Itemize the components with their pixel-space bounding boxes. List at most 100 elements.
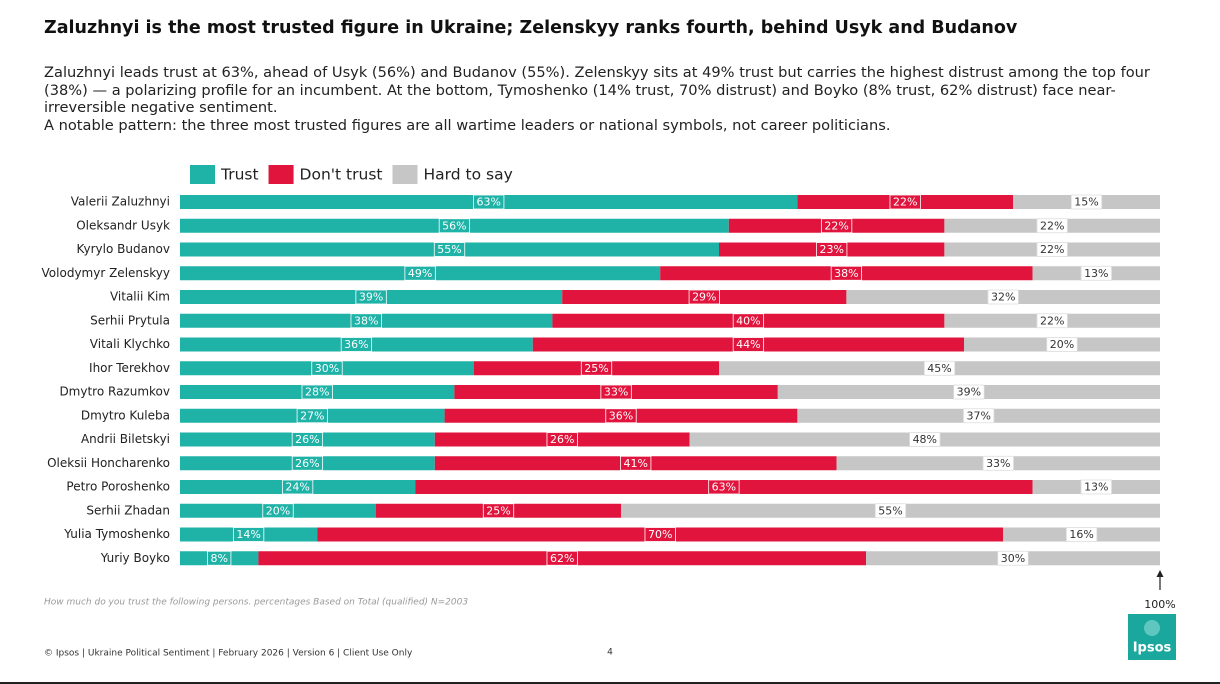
value-label: 24% bbox=[285, 481, 309, 494]
y-tick-label: Vitali Klychko bbox=[90, 337, 170, 351]
value-label: 63% bbox=[476, 196, 500, 209]
bar-segment bbox=[660, 266, 1033, 281]
value-label: 16% bbox=[1069, 528, 1093, 541]
value-label-box bbox=[923, 360, 956, 376]
bar-segment bbox=[180, 551, 259, 566]
value-label: 32% bbox=[991, 291, 1015, 304]
y-tick-label: Andrii Biletskyi bbox=[81, 432, 170, 446]
bar-segment bbox=[444, 408, 798, 423]
value-label-box bbox=[296, 408, 328, 424]
bar-segment bbox=[180, 290, 563, 304]
value-label-box bbox=[820, 218, 853, 234]
y-tick-label: Kyrylo Budanov bbox=[77, 242, 170, 256]
value-label: 44% bbox=[736, 338, 760, 351]
value-label-box bbox=[732, 313, 765, 329]
value-label-box bbox=[281, 479, 314, 495]
value-label-box bbox=[311, 360, 343, 376]
bar-segment bbox=[180, 218, 729, 233]
value-label-box bbox=[1080, 479, 1112, 495]
value-label: 41% bbox=[623, 457, 647, 470]
value-label: 62% bbox=[550, 552, 574, 565]
value-label-box bbox=[816, 242, 848, 257]
legend-label: Hard to say bbox=[423, 166, 512, 184]
value-label-box bbox=[708, 479, 740, 495]
value-label-box bbox=[982, 455, 1014, 471]
y-tick-label: Valerii Zaluzhnyi bbox=[71, 195, 170, 209]
y-tick-label: Volodymyr Zelenskyy bbox=[42, 266, 170, 280]
bar-segment bbox=[317, 527, 1004, 542]
value-label: 26% bbox=[295, 433, 319, 446]
bar-segment bbox=[562, 290, 847, 304]
bar-segment bbox=[454, 385, 778, 399]
value-label: 48% bbox=[913, 433, 937, 446]
value-label-box bbox=[1036, 218, 1068, 234]
logo-text: Ipsos bbox=[1133, 641, 1172, 656]
bar-segment bbox=[180, 266, 661, 281]
value-label-box bbox=[909, 432, 941, 447]
title: Zaluzhnyi is the most trusted figure in … bbox=[44, 18, 1018, 38]
value-label: 13% bbox=[1084, 481, 1108, 494]
y-tick-label: Yuriy Boyko bbox=[100, 551, 170, 565]
legend-swatch bbox=[392, 165, 418, 184]
logo-shape bbox=[1144, 620, 1160, 636]
value-label-box bbox=[1065, 527, 1098, 542]
value-label-box bbox=[953, 384, 985, 400]
value-label-box bbox=[580, 360, 613, 376]
value-label: 22% bbox=[893, 196, 917, 209]
value-label-box bbox=[889, 194, 921, 210]
legend-label: Don't trust bbox=[300, 166, 383, 184]
bar-segment bbox=[415, 480, 1033, 494]
value-label: 15% bbox=[1074, 196, 1098, 209]
value-label-box bbox=[600, 384, 632, 400]
value-label-box bbox=[644, 527, 676, 542]
value-label: 23% bbox=[819, 243, 843, 256]
value-label-box bbox=[232, 527, 265, 542]
value-label-box bbox=[262, 503, 294, 519]
value-label-box bbox=[874, 503, 907, 519]
value-label-box bbox=[291, 455, 324, 471]
legend-swatch bbox=[268, 165, 294, 184]
footer-text: © Ipsos | Ukraine Political Sentiment | … bbox=[44, 649, 413, 659]
bar-segment bbox=[180, 432, 435, 447]
y-tick-label: Serhii Prytula bbox=[90, 313, 170, 327]
value-label: 8% bbox=[210, 552, 227, 565]
value-label-box bbox=[963, 408, 995, 424]
value-label-box bbox=[1070, 194, 1103, 210]
value-label-box bbox=[301, 384, 333, 400]
bar-segment bbox=[180, 503, 376, 518]
value-label-box bbox=[620, 455, 652, 471]
value-label: 40% bbox=[736, 314, 760, 327]
value-label: 33% bbox=[986, 457, 1010, 470]
value-label: 36% bbox=[344, 338, 368, 351]
bar-segment bbox=[728, 218, 945, 233]
value-label-box bbox=[688, 289, 720, 305]
value-label-box bbox=[473, 194, 505, 210]
value-label-box bbox=[482, 503, 515, 519]
subtitle: Zaluzhnyi leads trust at 63%, ahead of U… bbox=[44, 64, 1184, 134]
value-label: 30% bbox=[315, 362, 339, 375]
value-label-box bbox=[605, 408, 637, 424]
value-label-box bbox=[546, 550, 578, 566]
value-label: 45% bbox=[927, 362, 951, 375]
bar-segment bbox=[180, 313, 553, 328]
value-label-box bbox=[1036, 242, 1068, 257]
value-label: 25% bbox=[486, 504, 510, 517]
bar-segment bbox=[532, 337, 964, 352]
bar-segment bbox=[180, 195, 798, 209]
bar-segment bbox=[552, 313, 945, 328]
value-label-box bbox=[546, 432, 578, 447]
y-tick-label: Petro Poroshenko bbox=[66, 480, 170, 494]
paragraph: A notable pattern: the three most truste… bbox=[44, 116, 891, 134]
y-tick-label: Serhii Zhadan bbox=[86, 503, 170, 517]
bar-segment bbox=[180, 527, 318, 542]
value-label-box bbox=[404, 265, 436, 281]
value-label: 39% bbox=[359, 291, 383, 304]
value-label-box bbox=[433, 242, 466, 257]
value-label-box bbox=[1036, 313, 1068, 329]
bar-segment bbox=[258, 551, 866, 566]
value-label-box bbox=[340, 337, 373, 352]
value-label-box bbox=[732, 337, 765, 352]
value-label: 22% bbox=[824, 219, 848, 232]
